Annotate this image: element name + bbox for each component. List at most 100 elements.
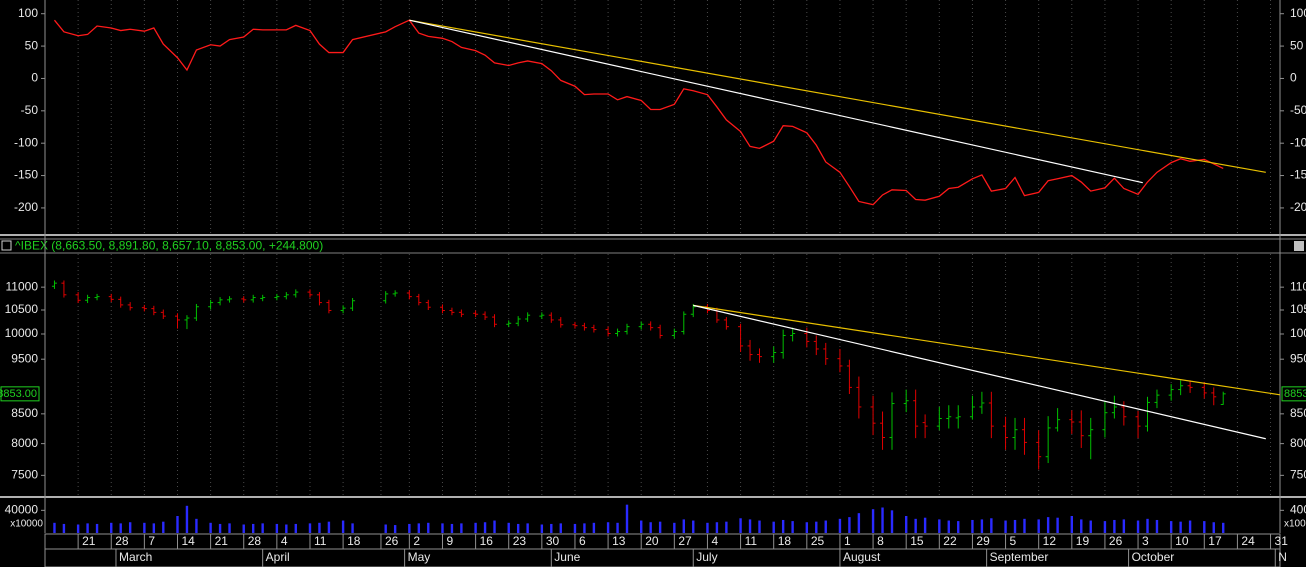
window-button[interactable]: [1294, 241, 1304, 251]
volume-bar: [540, 524, 544, 533]
x-tick-label: 4: [281, 534, 288, 548]
volume-bar: [573, 523, 577, 533]
volume-bar: [275, 523, 279, 533]
volume-bar: [507, 522, 510, 533]
volume-bar: [261, 523, 264, 533]
y-tick-label: 100: [18, 6, 38, 20]
volume-bar: [218, 523, 222, 533]
volume-bar: [516, 523, 520, 533]
x-tick-label: 28: [248, 534, 262, 548]
x-tick-label: 28: [115, 534, 129, 548]
volume-bar: [242, 524, 245, 533]
volume-bar: [460, 523, 463, 533]
x-tick-label: 21: [215, 534, 229, 548]
volume-bar: [62, 523, 66, 533]
volume-bar: [781, 519, 785, 533]
volume-bar: [559, 523, 562, 533]
volume-bar: [195, 518, 198, 533]
price-header: ^IBEX (8,663.50, 8,891.80, 8,657.10, 8,8…: [15, 239, 323, 253]
y-tick-label: 10000: [1290, 326, 1306, 340]
header-icon: [1, 240, 12, 251]
volume-bar: [640, 520, 643, 533]
y-tick-label: 50: [25, 38, 39, 52]
y-tick-label: 50: [1290, 38, 1304, 52]
volume-bar: [881, 507, 884, 533]
volume-bar: [673, 522, 676, 533]
month-label: July: [696, 550, 717, 564]
volume-bar: [408, 523, 411, 533]
volume-bar: [1203, 521, 1206, 533]
x-tick-label: 24: [1241, 534, 1255, 548]
x-tick-label: 5: [1010, 534, 1017, 548]
y-tick-label: 7500: [11, 468, 38, 482]
y-tick-label: 10500: [1290, 302, 1306, 316]
volume-unit: x10000: [1284, 519, 1306, 530]
trendline: [409, 19, 1266, 173]
x-tick-label: 11: [314, 534, 327, 548]
date-axis: [44, 533, 1281, 567]
volume-bar: [53, 522, 56, 533]
volume-bar: [583, 523, 586, 533]
volume-bar: [971, 519, 974, 533]
y-tick-label: -50: [21, 103, 39, 117]
volume-bar: [1169, 521, 1173, 533]
volume-bar: [1155, 519, 1159, 533]
volume-bar: [143, 522, 146, 533]
volume-bar: [606, 522, 610, 533]
volume-bar: [185, 505, 189, 533]
x-tick-label: 13: [612, 534, 626, 548]
y-tick-label: 11000: [1290, 279, 1306, 293]
x-tick-label: 20: [645, 534, 659, 548]
x-tick-label: 8: [877, 534, 884, 548]
y-tick-label: -150: [14, 168, 38, 182]
x-tick-label: 21: [82, 534, 96, 548]
volume-bar: [616, 522, 619, 533]
x-tick-label: 6: [579, 534, 586, 548]
volume-bar: [957, 521, 960, 533]
y-tick-label: 8500: [11, 406, 38, 420]
volume-bar: [625, 504, 629, 533]
volume-bar: [318, 522, 321, 533]
volume-bar: [86, 523, 89, 533]
month-label: August: [843, 550, 881, 564]
volume-bar: [805, 522, 809, 533]
indicator-line: [53, 19, 1224, 206]
volume-bar: [526, 523, 529, 533]
x-tick-label: 14: [181, 534, 195, 548]
volume-bar: [110, 522, 113, 533]
x-tick-label: 15: [910, 534, 924, 548]
trendline: [693, 304, 1281, 396]
volume-bar: [351, 523, 354, 533]
volume-bar: [923, 517, 927, 533]
x-tick-label: 1: [844, 534, 851, 548]
volume-bar: [152, 523, 156, 533]
month-label: March: [119, 550, 152, 564]
month-label: N: [1278, 550, 1287, 564]
last-price-label: 8853.00: [0, 388, 37, 400]
month-label: September: [990, 550, 1049, 564]
volume-bar: [980, 519, 984, 533]
volume-bar: [772, 521, 775, 533]
x-tick-label: 16: [480, 534, 494, 548]
volume-bar: [1056, 517, 1059, 533]
volume-bar: [739, 518, 742, 533]
y-tick-label: -150: [1290, 168, 1306, 182]
y-tick-label: 40000: [5, 503, 39, 517]
x-tick-label: 12: [1043, 534, 1057, 548]
x-tick-label: 22: [943, 534, 957, 548]
volume-bar: [658, 521, 662, 533]
volume-bar: [1146, 518, 1149, 533]
y-tick-label: 7500: [1290, 468, 1306, 482]
volume-bar: [1023, 518, 1026, 533]
volume-bar: [308, 523, 312, 533]
y-tick-label: 10000: [5, 326, 39, 340]
volume-bar: [393, 525, 397, 533]
y-tick-label: 9500: [1290, 351, 1306, 365]
x-tick-label: 2: [413, 534, 420, 548]
y-tick-label: -100: [1290, 135, 1306, 149]
y-tick-label: 40000: [1290, 503, 1306, 517]
volume-bar: [890, 510, 894, 533]
volume-bar: [176, 516, 179, 533]
